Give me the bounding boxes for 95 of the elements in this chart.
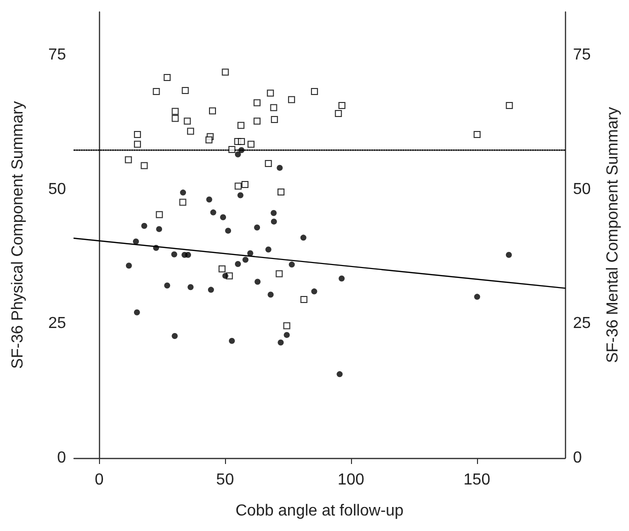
point: [140, 162, 148, 170]
point: [132, 238, 139, 244]
point: [276, 164, 283, 171]
y2-tick-label: 50: [573, 180, 591, 198]
point: [234, 261, 241, 268]
point: [179, 198, 186, 206]
point: [184, 118, 191, 125]
point: [277, 188, 284, 196]
point: [220, 214, 226, 220]
point: [238, 138, 245, 145]
point: [278, 339, 284, 346]
y-tick-label: 25: [48, 315, 66, 332]
point: [234, 151, 241, 158]
point: [124, 156, 132, 164]
point: [270, 210, 277, 216]
point: [185, 252, 192, 258]
point: [172, 114, 179, 122]
point: [205, 136, 212, 144]
point: [228, 338, 235, 344]
point: [208, 107, 216, 114]
point: [153, 244, 160, 251]
y2-axis-title: SF-36 Mental Component Summary: [604, 106, 622, 364]
point: [164, 74, 171, 82]
y-axis-title: SF-36 Physical Component Summary: [10, 101, 26, 369]
x-tick-label: 100: [338, 472, 364, 488]
x-tick-label: 0: [94, 472, 104, 488]
point: [270, 116, 278, 123]
point: [228, 146, 236, 154]
point: [506, 102, 513, 109]
y2-tick-label: 0: [573, 450, 582, 466]
point: [237, 192, 244, 198]
point: [336, 371, 343, 378]
point: [310, 88, 318, 96]
point: [164, 282, 170, 289]
point: [171, 251, 178, 258]
point: [266, 90, 274, 97]
y-tick-label: 75: [48, 46, 66, 64]
y-tick-label: 50: [48, 180, 66, 198]
point: [222, 68, 229, 76]
point: [264, 160, 272, 168]
point: [284, 332, 290, 338]
point: [270, 218, 277, 225]
point: [187, 128, 194, 135]
point: [141, 222, 148, 229]
point: [288, 262, 295, 268]
point: [188, 284, 194, 290]
point: [338, 276, 345, 282]
y2-tick-label: 75: [573, 46, 591, 64]
point: [172, 108, 179, 115]
point: [234, 182, 242, 190]
point: [300, 296, 308, 303]
point: [247, 250, 254, 256]
point: [126, 262, 132, 269]
point: [206, 196, 212, 203]
point: [242, 256, 248, 263]
point: [268, 292, 274, 298]
point: [254, 224, 260, 230]
point: [276, 270, 283, 278]
point: [134, 131, 141, 138]
point: [241, 180, 248, 188]
point: [225, 228, 232, 234]
point: [248, 140, 255, 148]
point: [182, 86, 189, 94]
point: [218, 265, 226, 272]
point: [152, 88, 160, 96]
y2-tick-label: 25: [573, 315, 591, 332]
point: [222, 272, 228, 279]
point: [180, 190, 186, 196]
point: [238, 147, 244, 154]
x-axis-title: Cobb angle at follow-up: [235, 502, 404, 520]
point: [172, 333, 178, 340]
point: [134, 140, 141, 148]
point: [237, 122, 244, 129]
point: [311, 288, 318, 294]
point: [156, 226, 162, 232]
point: [254, 118, 261, 125]
point: [474, 294, 480, 300]
point: [254, 278, 261, 285]
point: [288, 96, 296, 104]
point: [134, 309, 140, 316]
x-tick-label: 50: [216, 472, 234, 488]
point: [208, 286, 214, 293]
point: [265, 246, 272, 253]
point: [334, 110, 342, 118]
point: [270, 104, 278, 112]
point: [254, 99, 261, 106]
point: [156, 211, 163, 218]
y-tick-label: 0: [57, 450, 66, 466]
point: [210, 209, 216, 216]
point: [474, 131, 481, 138]
point: [338, 102, 346, 109]
point: [506, 252, 512, 258]
point: [300, 234, 306, 241]
point: [283, 322, 290, 330]
x-tick-label: 150: [464, 472, 490, 488]
